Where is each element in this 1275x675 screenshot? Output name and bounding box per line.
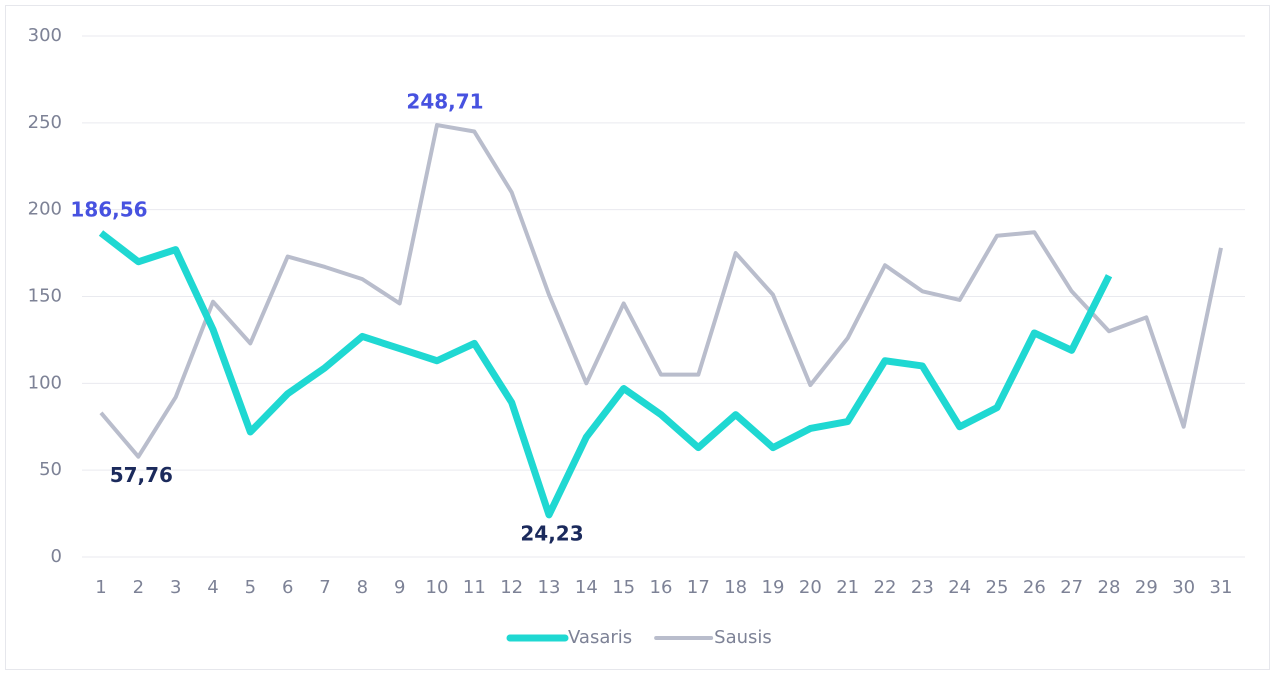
x-tick-label: 2 [133, 577, 144, 598]
x-tick-label: 30 [1172, 577, 1195, 598]
y-tick-label: 150 [28, 286, 62, 307]
y-tick-label: 50 [39, 459, 62, 480]
x-tick-label: 16 [650, 577, 673, 598]
y-tick-label: 200 [28, 199, 62, 220]
x-tick-label: 1 [95, 577, 106, 598]
x-tick-label: 5 [245, 577, 256, 598]
data-label: 57,76 [110, 463, 173, 487]
legend-label: Vasaris [568, 627, 632, 648]
x-tick-label: 4 [207, 577, 218, 598]
x-tick-label: 17 [687, 577, 710, 598]
x-tick-label: 22 [874, 577, 897, 598]
x-tick-label: 15 [612, 577, 635, 598]
x-tick-label: 11 [463, 577, 486, 598]
x-tick-label: 31 [1210, 577, 1233, 598]
x-tick-label: 8 [357, 577, 368, 598]
x-tick-label: 20 [799, 577, 822, 598]
x-tick-label: 24 [948, 577, 971, 598]
x-tick-label: 14 [575, 577, 598, 598]
x-tick-label: 6 [282, 577, 293, 598]
y-tick-label: 0 [51, 546, 62, 567]
x-tick-label: 10 [426, 577, 449, 598]
x-tick-label: 18 [724, 577, 747, 598]
x-tick-label: 28 [1098, 577, 1121, 598]
x-tick-label: 7 [319, 577, 330, 598]
x-tick-label: 13 [538, 577, 561, 598]
x-tick-label: 23 [911, 577, 934, 598]
x-tick-label: 19 [762, 577, 785, 598]
legend-label: Sausis [714, 627, 772, 648]
x-tick-label: 26 [1023, 577, 1046, 598]
data-label: 24,23 [520, 521, 583, 545]
x-tick-label: 29 [1135, 577, 1158, 598]
x-tick-label: 27 [1060, 577, 1083, 598]
data-label: 186,56 [70, 198, 147, 222]
data-label: 248,71 [406, 90, 483, 114]
y-tick-label: 100 [28, 372, 62, 393]
series-line [98, 230, 1113, 519]
x-tick-label: 21 [836, 577, 859, 598]
y-tick-label: 300 [28, 25, 62, 46]
y-tick-label: 250 [28, 112, 62, 133]
x-tick-label: 25 [986, 577, 1009, 598]
x-tick-label: 12 [500, 577, 523, 598]
x-tick-label: 3 [170, 577, 181, 598]
chart-frame [5, 5, 1270, 670]
x-tick-label: 9 [394, 577, 405, 598]
series-line [99, 123, 1223, 459]
